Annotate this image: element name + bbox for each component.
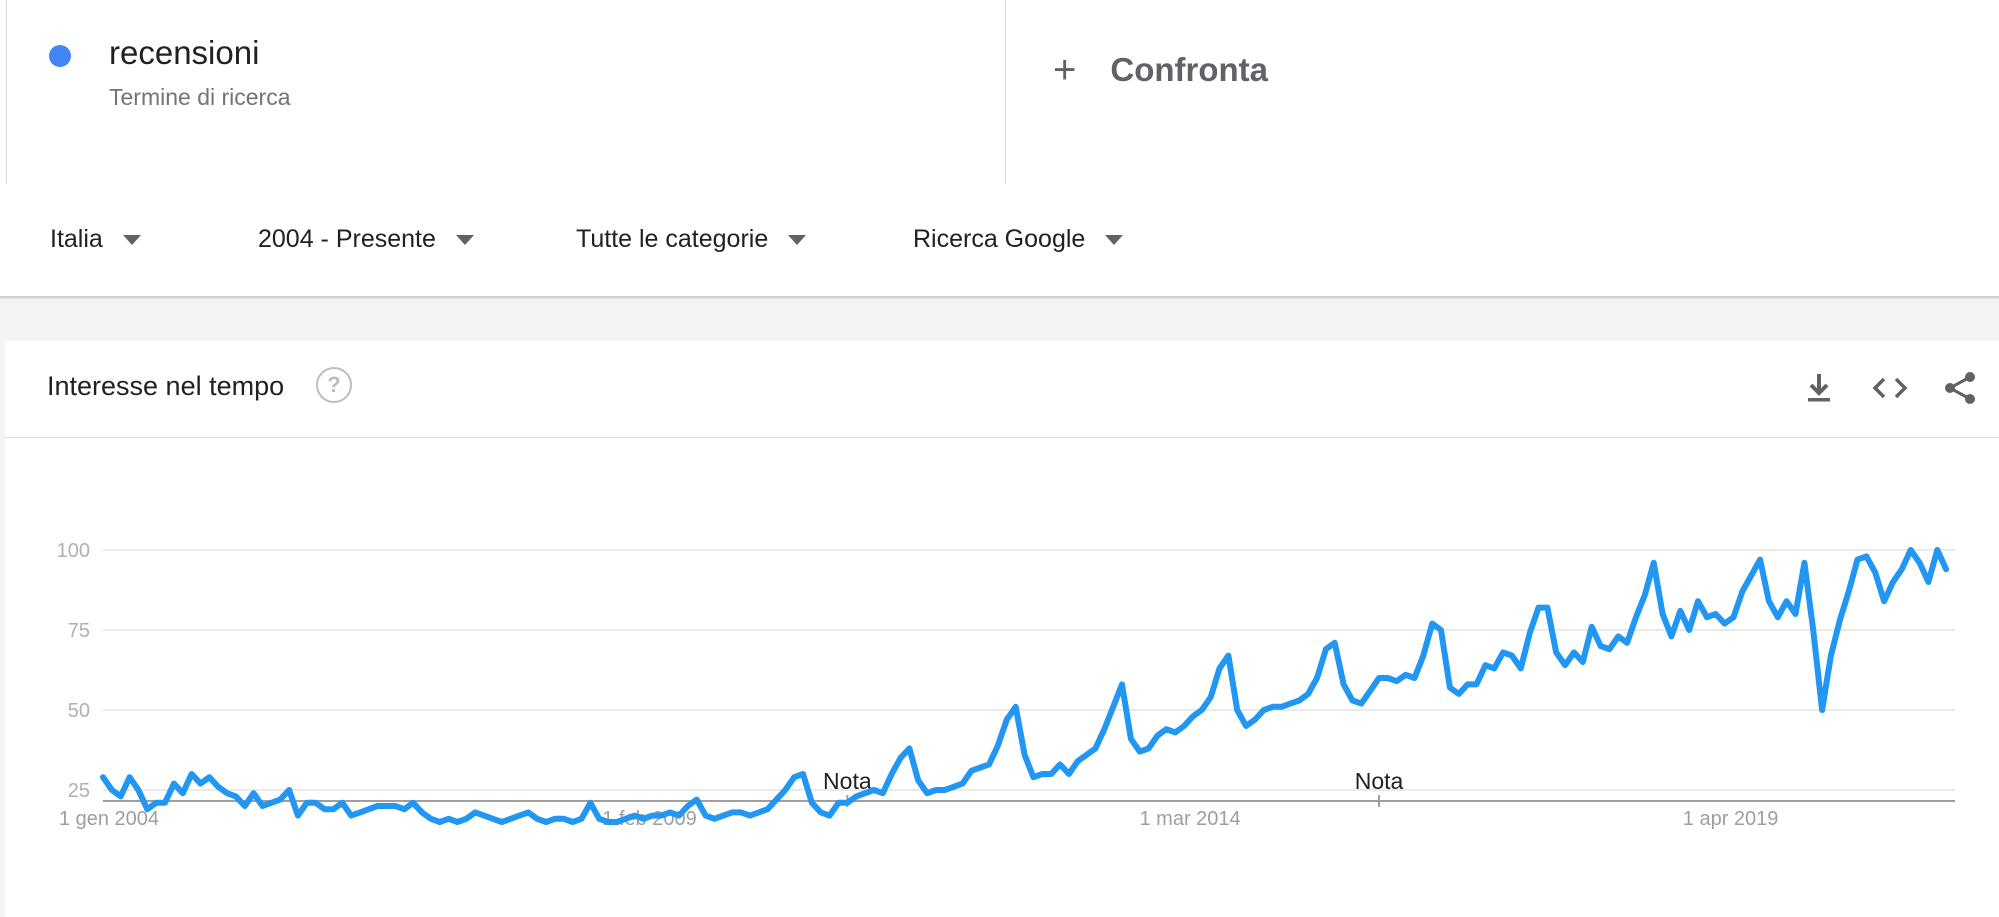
filter-time-range[interactable]: 2004 - Presente [258,225,474,254]
share-icon[interactable] [1940,368,1980,408]
filter-category[interactable]: Tutte le categorie [576,225,807,254]
compare-button[interactable]: + Confronta [1053,50,1268,90]
x-tick-label: 1 gen 2004 [59,808,159,830]
x-tick-label: 1 mar 2014 [1139,808,1240,830]
help-icon[interactable]: ? [316,367,352,403]
embed-code-icon[interactable] [1870,368,1910,408]
term-name[interactable]: recensioni [109,34,260,71]
y-tick-label: 100 [57,540,90,562]
x-tick-label: 1 apr 2019 [1683,808,1779,830]
download-icon[interactable] [1799,368,1839,408]
annotation-label: Nota [823,768,872,794]
filter-category-label: Tutte le categorie [576,225,769,253]
caret-down-icon [788,234,807,245]
series-line-recensioni [100,547,1950,825]
y-tick-label: 25 [68,780,90,802]
term-color-dot [49,45,71,67]
caret-down-icon [122,234,141,245]
search-terms-bar: recensioni Termine di ricerca + Confront… [0,0,1999,186]
filter-search-type[interactable]: Ricerca Google [913,225,1124,254]
filter-time-range-label: 2004 - Presente [258,225,436,253]
caret-down-icon [1105,234,1124,245]
card-header: Interesse nel tempo ? [5,341,1999,438]
search-term-card[interactable]: recensioni Termine di ricerca [6,0,1006,184]
y-tick-label: 50 [68,700,90,722]
annotation-label: Nota [1355,768,1404,794]
compare-label: Confronta [1110,51,1268,88]
plus-icon: + [1053,48,1077,92]
filter-search-type-label: Ricerca Google [913,225,1086,253]
interest-over-time-card: Interesse nel tempo ? 25 50 75 100 1 gen 200… [5,341,1999,917]
filter-region-label: Italia [50,225,103,253]
y-tick-label: 75 [68,620,90,642]
card-title: Interesse nel tempo [47,371,285,401]
term-type: Termine di ricerca [109,84,291,110]
filter-bar: Italia 2004 - Presente Tutte le categori… [0,185,1999,298]
caret-down-icon [455,234,474,245]
filter-region[interactable]: Italia [50,225,141,254]
